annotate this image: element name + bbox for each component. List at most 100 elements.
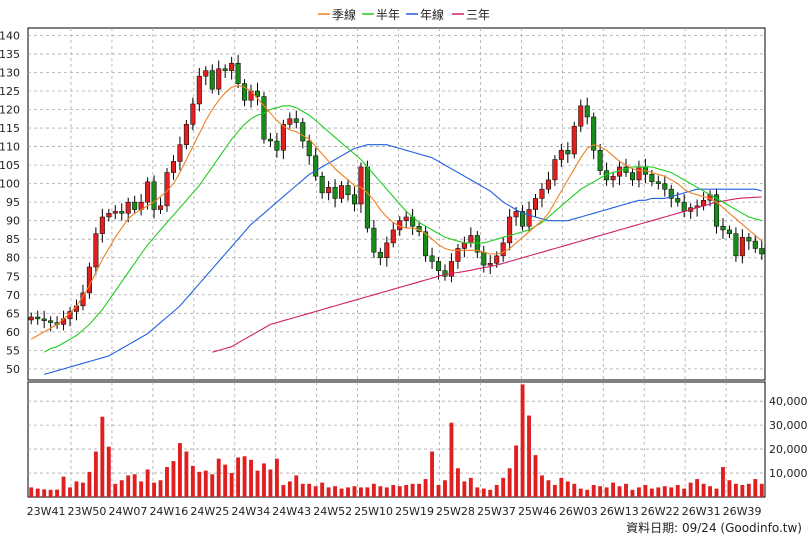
candle-body [254, 90, 261, 97]
volume-bar [455, 468, 460, 497]
volume-bar [436, 485, 441, 497]
volume-bar [300, 483, 305, 497]
candle-body [313, 155, 319, 177]
price-y-tick-label: 55 [6, 344, 20, 357]
volume-bar [126, 475, 131, 497]
candle-body [358, 166, 364, 205]
volume-bar [74, 481, 79, 497]
candle-body [183, 124, 189, 145]
volume-bar [481, 488, 486, 497]
candle-body [339, 185, 345, 199]
candle-body [526, 209, 532, 227]
candle-body [222, 68, 228, 71]
volume-bar [708, 486, 712, 497]
candle-body [448, 261, 454, 277]
candle-body [293, 118, 299, 123]
volume-bar [158, 480, 163, 497]
volume-bar [585, 489, 590, 497]
volume-bar [430, 451, 434, 497]
volume-bar [488, 489, 493, 497]
candle-body [151, 181, 157, 210]
candle-body [649, 174, 655, 183]
volume-bar [171, 461, 176, 497]
candle-body [112, 211, 118, 214]
volume-bar [423, 479, 428, 497]
price-y-tick-label: 50 [6, 363, 20, 376]
legend-three: 三年 [466, 8, 490, 22]
volume-bar [572, 483, 577, 497]
volume-y-tick-label: 10,000 [769, 467, 808, 480]
price-y-tick-label: 135 [0, 48, 20, 61]
volume-frame [27, 381, 766, 498]
price-y-tick-label: 65 [6, 307, 20, 320]
candle-body [261, 96, 267, 140]
candle-body [668, 188, 674, 199]
candle-body [235, 62, 241, 84]
volume-bar [630, 489, 635, 497]
volume-bar [365, 487, 370, 497]
x-tick-label: 24W43 [272, 505, 311, 518]
volume-bar [61, 476, 66, 497]
volume-bar [165, 467, 169, 497]
volume-bar [727, 480, 732, 497]
volume-bar [242, 456, 247, 497]
x-tick-label: 26W31 [682, 505, 721, 518]
ma-quarter-line [30, 84, 763, 340]
volume-bar [100, 416, 105, 497]
candle-body [377, 251, 383, 258]
volume-bar [721, 467, 725, 497]
candle-body [726, 229, 732, 234]
legend-quarter: 季線 [332, 7, 356, 22]
candle-body [539, 188, 545, 199]
price-y-tick-label: 125 [0, 85, 20, 98]
price-y-tick-label: 105 [0, 159, 20, 172]
volume-bar [236, 457, 241, 497]
volume-bar [565, 481, 570, 497]
volume-bar [514, 445, 519, 497]
candle-body [520, 211, 526, 227]
volume-bar [410, 483, 415, 497]
price-y-tick-label: 70 [6, 289, 20, 302]
volume-bar [68, 487, 72, 497]
candle-body [177, 144, 183, 162]
volume-bar [352, 486, 357, 497]
candle-body [739, 237, 745, 257]
volume-bar [662, 486, 667, 497]
volume-y-tick-label: 30,000 [769, 419, 808, 432]
volume-bar [132, 474, 137, 497]
volume-bar [119, 480, 124, 497]
volume-bar [733, 483, 738, 497]
volume-bar [139, 481, 144, 497]
volume-bar [229, 473, 234, 497]
candle-body [436, 261, 442, 271]
volume-bar [669, 487, 674, 497]
candle-body [287, 118, 293, 125]
candle-body [351, 194, 357, 205]
candle-body [216, 68, 222, 90]
volume-bar [262, 463, 266, 497]
volume-bar [339, 488, 344, 497]
volume-bar [443, 480, 447, 497]
volume-bar [578, 488, 583, 497]
price-y-tick-label: 100 [0, 178, 20, 191]
candle-body [371, 227, 377, 253]
volume-bar [675, 485, 680, 497]
volume-bar [29, 487, 34, 497]
volume-bar [462, 481, 467, 497]
volume-bar [643, 485, 648, 497]
volume-y-tick-label: 20,000 [769, 443, 808, 456]
candle-body [500, 242, 506, 257]
volume-bar [404, 485, 409, 497]
price-y-tick-label: 115 [0, 122, 20, 135]
volume-bar [391, 485, 396, 497]
candle-body [545, 179, 551, 190]
volume-bar [346, 487, 350, 497]
volume-bar [320, 482, 325, 497]
candle-body [35, 316, 41, 320]
volume-bar [494, 485, 499, 497]
candle-body [578, 105, 584, 127]
x-tick-label: 25W46 [518, 505, 557, 518]
volume-bar [81, 482, 85, 497]
volume-bar [152, 482, 157, 497]
